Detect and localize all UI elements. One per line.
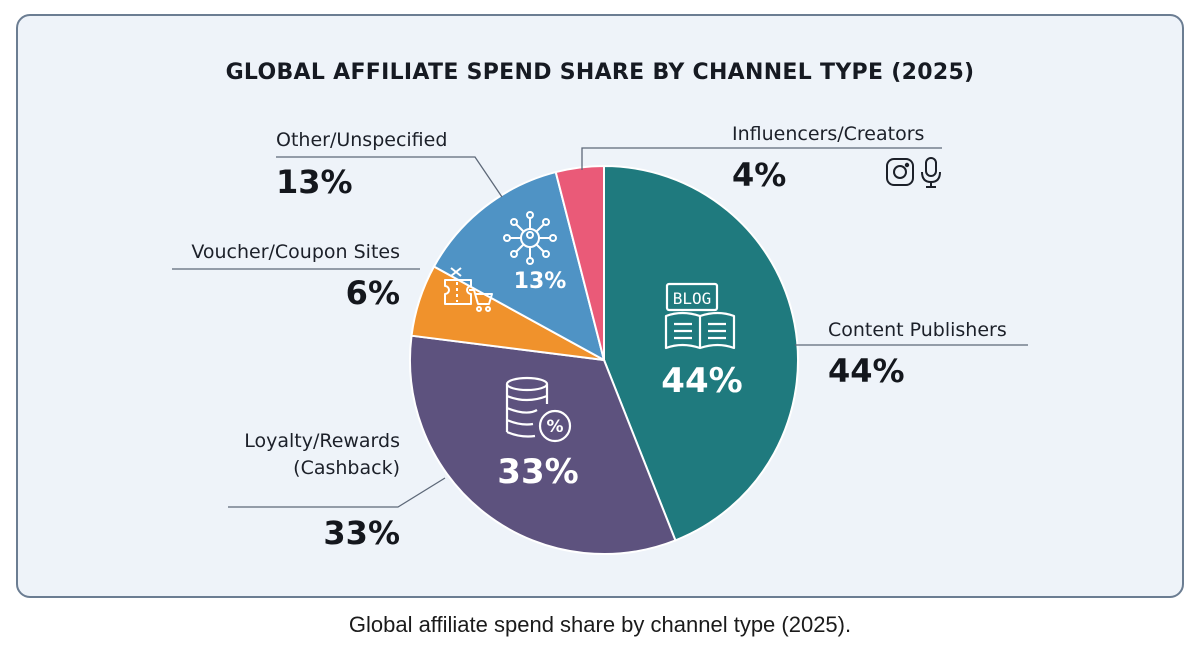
slice-inside-label-content-publishers: 44% [661,361,742,401]
leader-line-loyalty-rewards-cashback [228,477,446,508]
slice-value-voucher-coupon-sites: 6% [346,274,400,312]
pie-slice-other-unspecified [432,170,606,362]
network-hub-icon [503,211,557,265]
pie-chart: 44% 33% 13% BLOG % [172,123,1028,555]
slice-label-content-publishers: Content Publishers [828,319,1007,341]
slice-value-influencers-creators: 4% [732,156,786,194]
chart-caption: Global affiliate spend share by channel … [348,612,852,637]
leader-line-other-unspecified [276,156,503,198]
svg-text:BLOG: BLOG [673,289,712,308]
svg-text:%: % [546,417,563,437]
coupon-cart-icon [444,267,493,312]
slice-label-other-unspecified: Other/Unspecified [276,129,447,151]
slice-inside-label-loyalty-rewards-cashback: 33% [497,452,578,492]
slice-value-loyalty-rewards-cashback: 33% [323,514,400,552]
pie-slice-loyalty-rewards-cashback [409,334,677,555]
chart-title: GLOBAL AFFILIATE SPEND SHARE BY CHANNEL … [225,60,975,85]
slice-label-loyalty-rewards-cashback: (Cashback) [293,457,400,479]
instagram-microphone-icon [886,157,941,188]
slice-inside-label-other-unspecified: 13% [514,269,567,294]
slice-value-content-publishers: 44% [828,352,905,390]
slice-label-voucher-coupon-sites: Voucher/Coupon Sites [191,241,400,263]
pie-slice-content-publishers [603,164,799,542]
leader-line-influencers-creators [581,147,942,170]
slice-label-loyalty-rewards-cashback: Loyalty/Rewards [244,430,400,452]
slice-value-other-unspecified: 13% [276,163,353,201]
blog-book-icon: BLOG [664,282,736,350]
pie-slice-influencers-creators [554,164,605,361]
slice-label-influencers-creators: Influencers/Creators [732,123,924,145]
coins-percent-icon: % [505,376,572,443]
